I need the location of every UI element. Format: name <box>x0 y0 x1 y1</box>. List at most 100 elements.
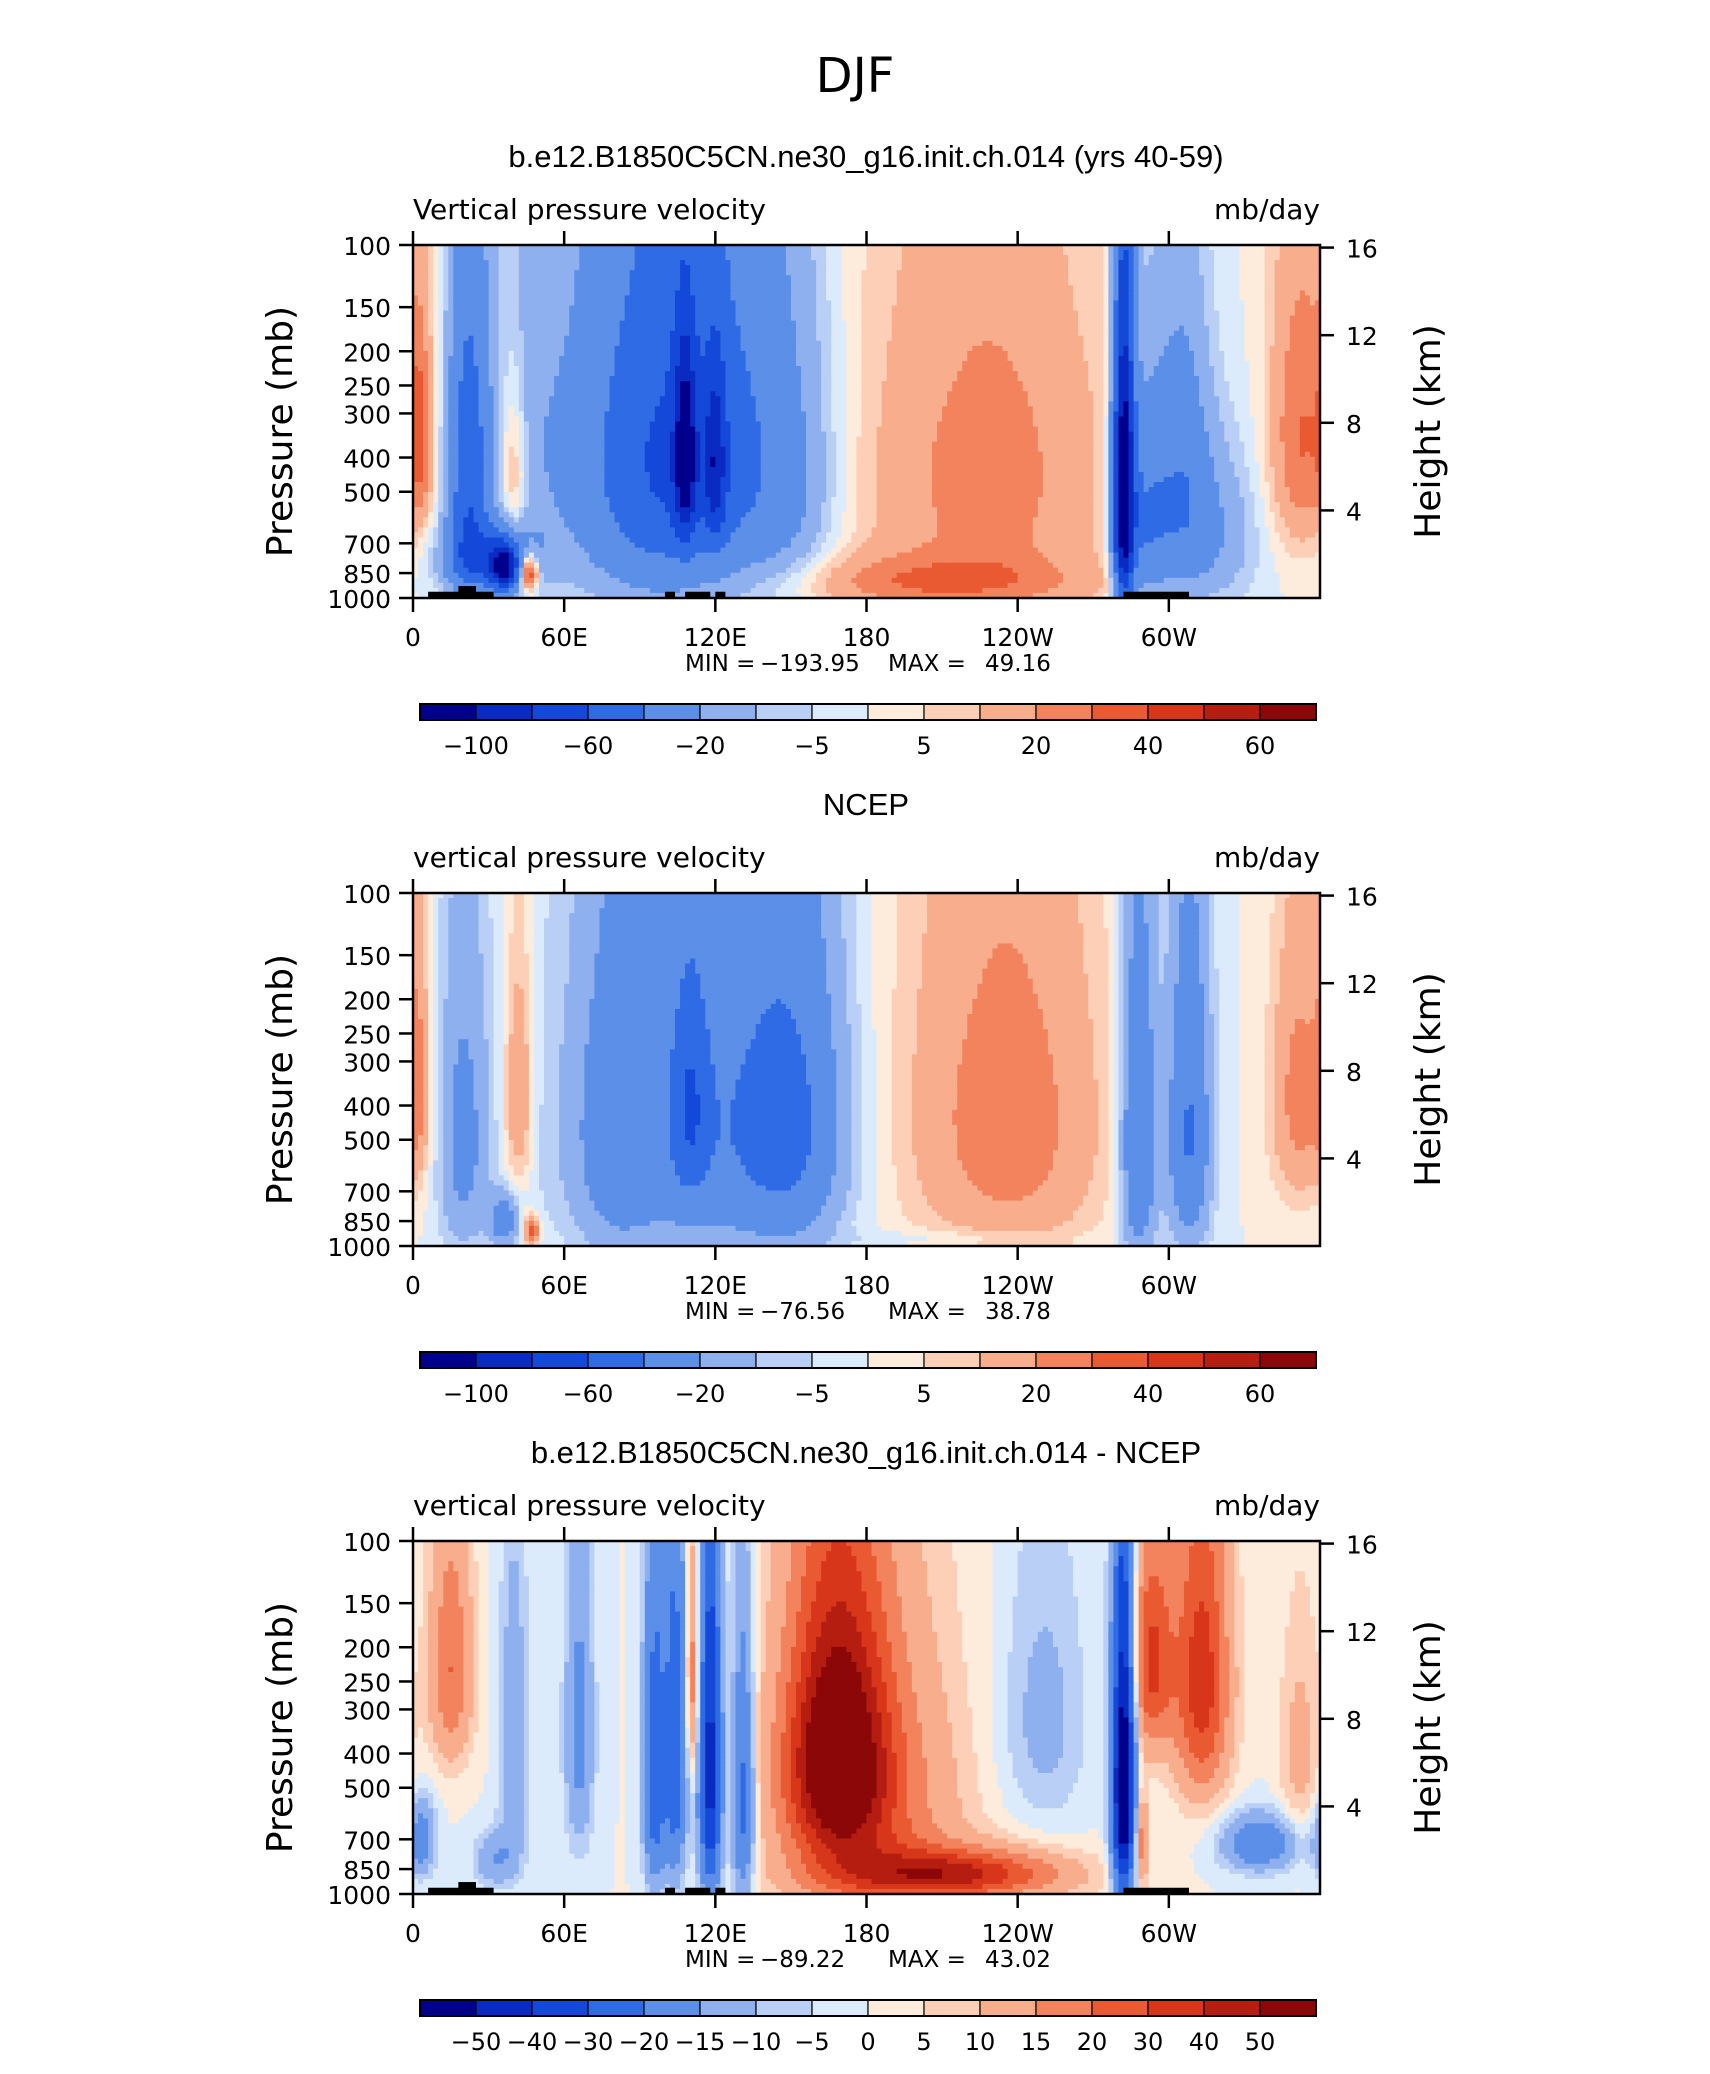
field-cell <box>942 275 948 281</box>
field-cell <box>1209 275 1215 281</box>
field-cell <box>1194 255 1200 261</box>
field-cell <box>1144 275 1150 281</box>
field-cell <box>851 270 857 276</box>
field-cell <box>640 260 646 266</box>
field-cell <box>695 270 701 276</box>
field-cell <box>907 250 913 256</box>
field-cell <box>1139 275 1145 281</box>
field-cell <box>484 255 490 261</box>
field-cell <box>710 270 716 276</box>
field-cell <box>630 270 636 276</box>
field-cell <box>549 270 555 276</box>
field-cell <box>1134 265 1140 271</box>
figure: DJF b.e12.B1850C5CN.ne30_g16.init.ch.014… <box>0 0 1710 2074</box>
field-cell <box>912 250 918 256</box>
field-cell <box>1214 270 1220 276</box>
field-cell <box>952 270 958 276</box>
field-cell <box>509 265 515 271</box>
field-cell <box>615 255 621 261</box>
field-cell <box>982 255 988 261</box>
field-cell <box>982 250 988 256</box>
field-cell <box>1305 255 1311 261</box>
field-cell <box>710 255 716 261</box>
field-cell <box>922 260 928 266</box>
field-cell <box>882 250 888 256</box>
field-cell <box>579 270 585 276</box>
field-cell <box>1254 270 1260 276</box>
figure-title: DJF <box>816 48 895 104</box>
field-cell <box>922 265 928 271</box>
field-cell <box>761 270 767 276</box>
field-cell <box>776 270 782 276</box>
field-cell <box>1008 275 1014 281</box>
field-cell <box>972 255 978 261</box>
field-cell <box>458 260 464 266</box>
field-cell <box>1275 265 1281 271</box>
field-cell <box>872 260 878 266</box>
field-cell <box>433 260 439 266</box>
field-cell <box>1113 255 1119 261</box>
field-cell <box>1048 250 1054 256</box>
field-cell <box>1154 250 1160 256</box>
field-cell <box>791 265 797 271</box>
field-cell <box>479 270 485 276</box>
field-cell <box>1088 250 1094 256</box>
field-cell <box>1189 270 1195 276</box>
field-cell <box>443 275 449 281</box>
field-cell <box>574 270 580 276</box>
field-cell <box>489 270 495 276</box>
field-cell <box>479 250 485 256</box>
field-cell <box>1023 250 1029 256</box>
field-cell <box>1134 270 1140 276</box>
field-cell <box>846 255 852 261</box>
field-cell <box>746 270 752 276</box>
field-cell <box>1008 270 1014 276</box>
field-cell <box>912 255 918 261</box>
field-cell <box>539 275 545 281</box>
field-cell <box>544 270 550 276</box>
field-cell <box>811 270 817 276</box>
field-cell <box>1118 250 1124 256</box>
field-cell <box>861 270 867 276</box>
field-cell <box>468 250 474 256</box>
field-cell <box>856 260 862 266</box>
field-cell <box>534 250 540 256</box>
field-cell <box>992 255 998 261</box>
field-cell <box>615 260 621 266</box>
field-cell <box>1073 250 1079 256</box>
field-cell <box>927 265 933 271</box>
field-cell <box>509 270 515 276</box>
field-cell <box>1164 265 1170 271</box>
field-cell <box>1048 270 1054 276</box>
field-cell <box>504 250 510 256</box>
field-cell <box>987 270 993 276</box>
field-cell <box>715 250 721 256</box>
field-cell <box>695 250 701 256</box>
field-cell <box>1048 265 1054 271</box>
field-cell <box>1073 275 1079 281</box>
field-cell <box>514 270 520 276</box>
field-cell <box>1098 250 1104 256</box>
field-cell <box>640 270 646 276</box>
field-cell <box>836 275 842 281</box>
field-cell <box>836 265 842 271</box>
field-cell <box>1123 265 1129 271</box>
field-cell <box>856 250 862 256</box>
field-cell <box>977 260 983 266</box>
field-cell <box>786 260 792 266</box>
field-cell <box>1260 255 1266 261</box>
field-cell <box>670 255 676 261</box>
field-cell <box>801 260 807 266</box>
field-cell <box>428 250 434 256</box>
field-cell <box>816 270 822 276</box>
field-cell <box>725 250 731 256</box>
field-cell <box>473 255 479 261</box>
field-cell <box>1093 260 1099 266</box>
field-cell <box>1164 250 1170 256</box>
field-cell <box>1118 275 1124 281</box>
field-cell <box>645 265 651 271</box>
field-cell <box>907 260 913 266</box>
field-cell <box>1093 255 1099 261</box>
field-cell <box>569 265 575 271</box>
field-cell <box>1073 265 1079 271</box>
